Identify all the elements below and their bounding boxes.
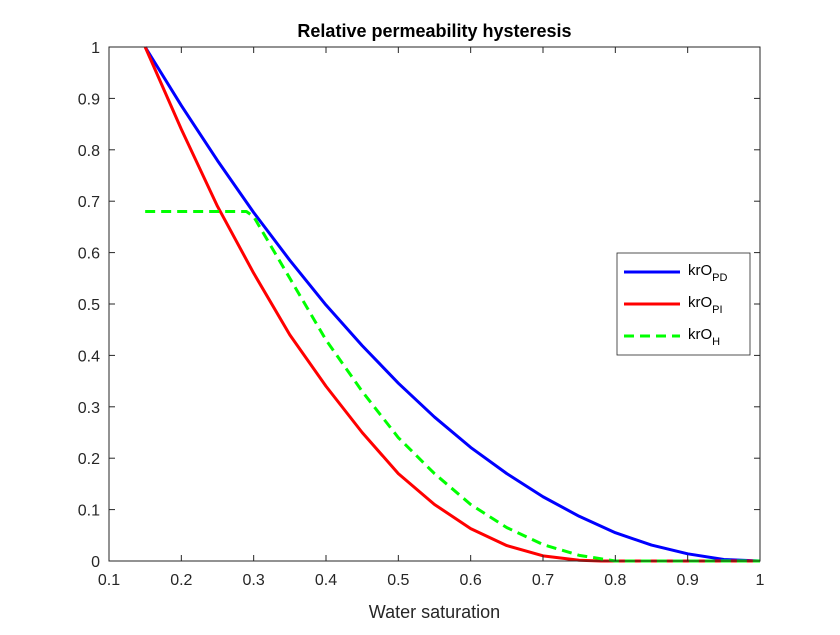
chart-title: Relative permeability hysteresis: [297, 21, 571, 41]
legend-label-subscript: H: [712, 336, 720, 348]
x-tick-label: 0.6: [460, 572, 482, 589]
legend-label: krOPD: [688, 262, 728, 284]
y-tick-label: 0.1: [78, 503, 100, 520]
x-tick-label: 0.2: [170, 572, 192, 589]
legend-label: krOH: [688, 326, 720, 348]
y-tick-label: 0.3: [78, 400, 100, 417]
y-tick-label: 0.5: [78, 297, 100, 314]
legend-label-base: krO: [688, 294, 712, 311]
x-tick-label: 0.4: [315, 572, 337, 589]
legend-label-subscript: PD: [712, 272, 727, 284]
x-tick-label: 0.9: [677, 572, 699, 589]
series-line-h: [145, 209, 760, 563]
x-tick-label: 0.8: [604, 572, 626, 589]
legend-label: krOPI: [688, 294, 723, 316]
y-tick-label: 1: [91, 40, 100, 57]
y-tick-label: 0.6: [78, 246, 100, 263]
x-tick-label: 1: [756, 572, 765, 589]
x-tick-label: 0.1: [98, 572, 120, 589]
y-tick-label: 0.9: [78, 91, 100, 108]
y-tick-label: 0.8: [78, 143, 100, 160]
series-line-pd: [143, 46, 761, 563]
y-tick-label: 0: [91, 554, 100, 571]
x-tick-label: 0.7: [532, 572, 554, 589]
legend-label-base: krO: [688, 262, 712, 279]
y-tick-label: 0.4: [78, 348, 100, 365]
x-tick-label: 0.5: [387, 572, 409, 589]
legend-label-base: krO: [688, 326, 712, 343]
legend-label-subscript: PI: [712, 304, 722, 316]
x-axis-title: Water saturation: [369, 602, 500, 622]
y-tick-label: 0.7: [78, 194, 100, 211]
x-tick-label: 0.3: [243, 572, 265, 589]
y-tick-label: 0.2: [78, 451, 100, 468]
ticks-layer: 0.1 0.2 0.3 0.4 0.5 0.6 0.7 0.8 0.9 100.10.20.30.…: [78, 40, 765, 589]
